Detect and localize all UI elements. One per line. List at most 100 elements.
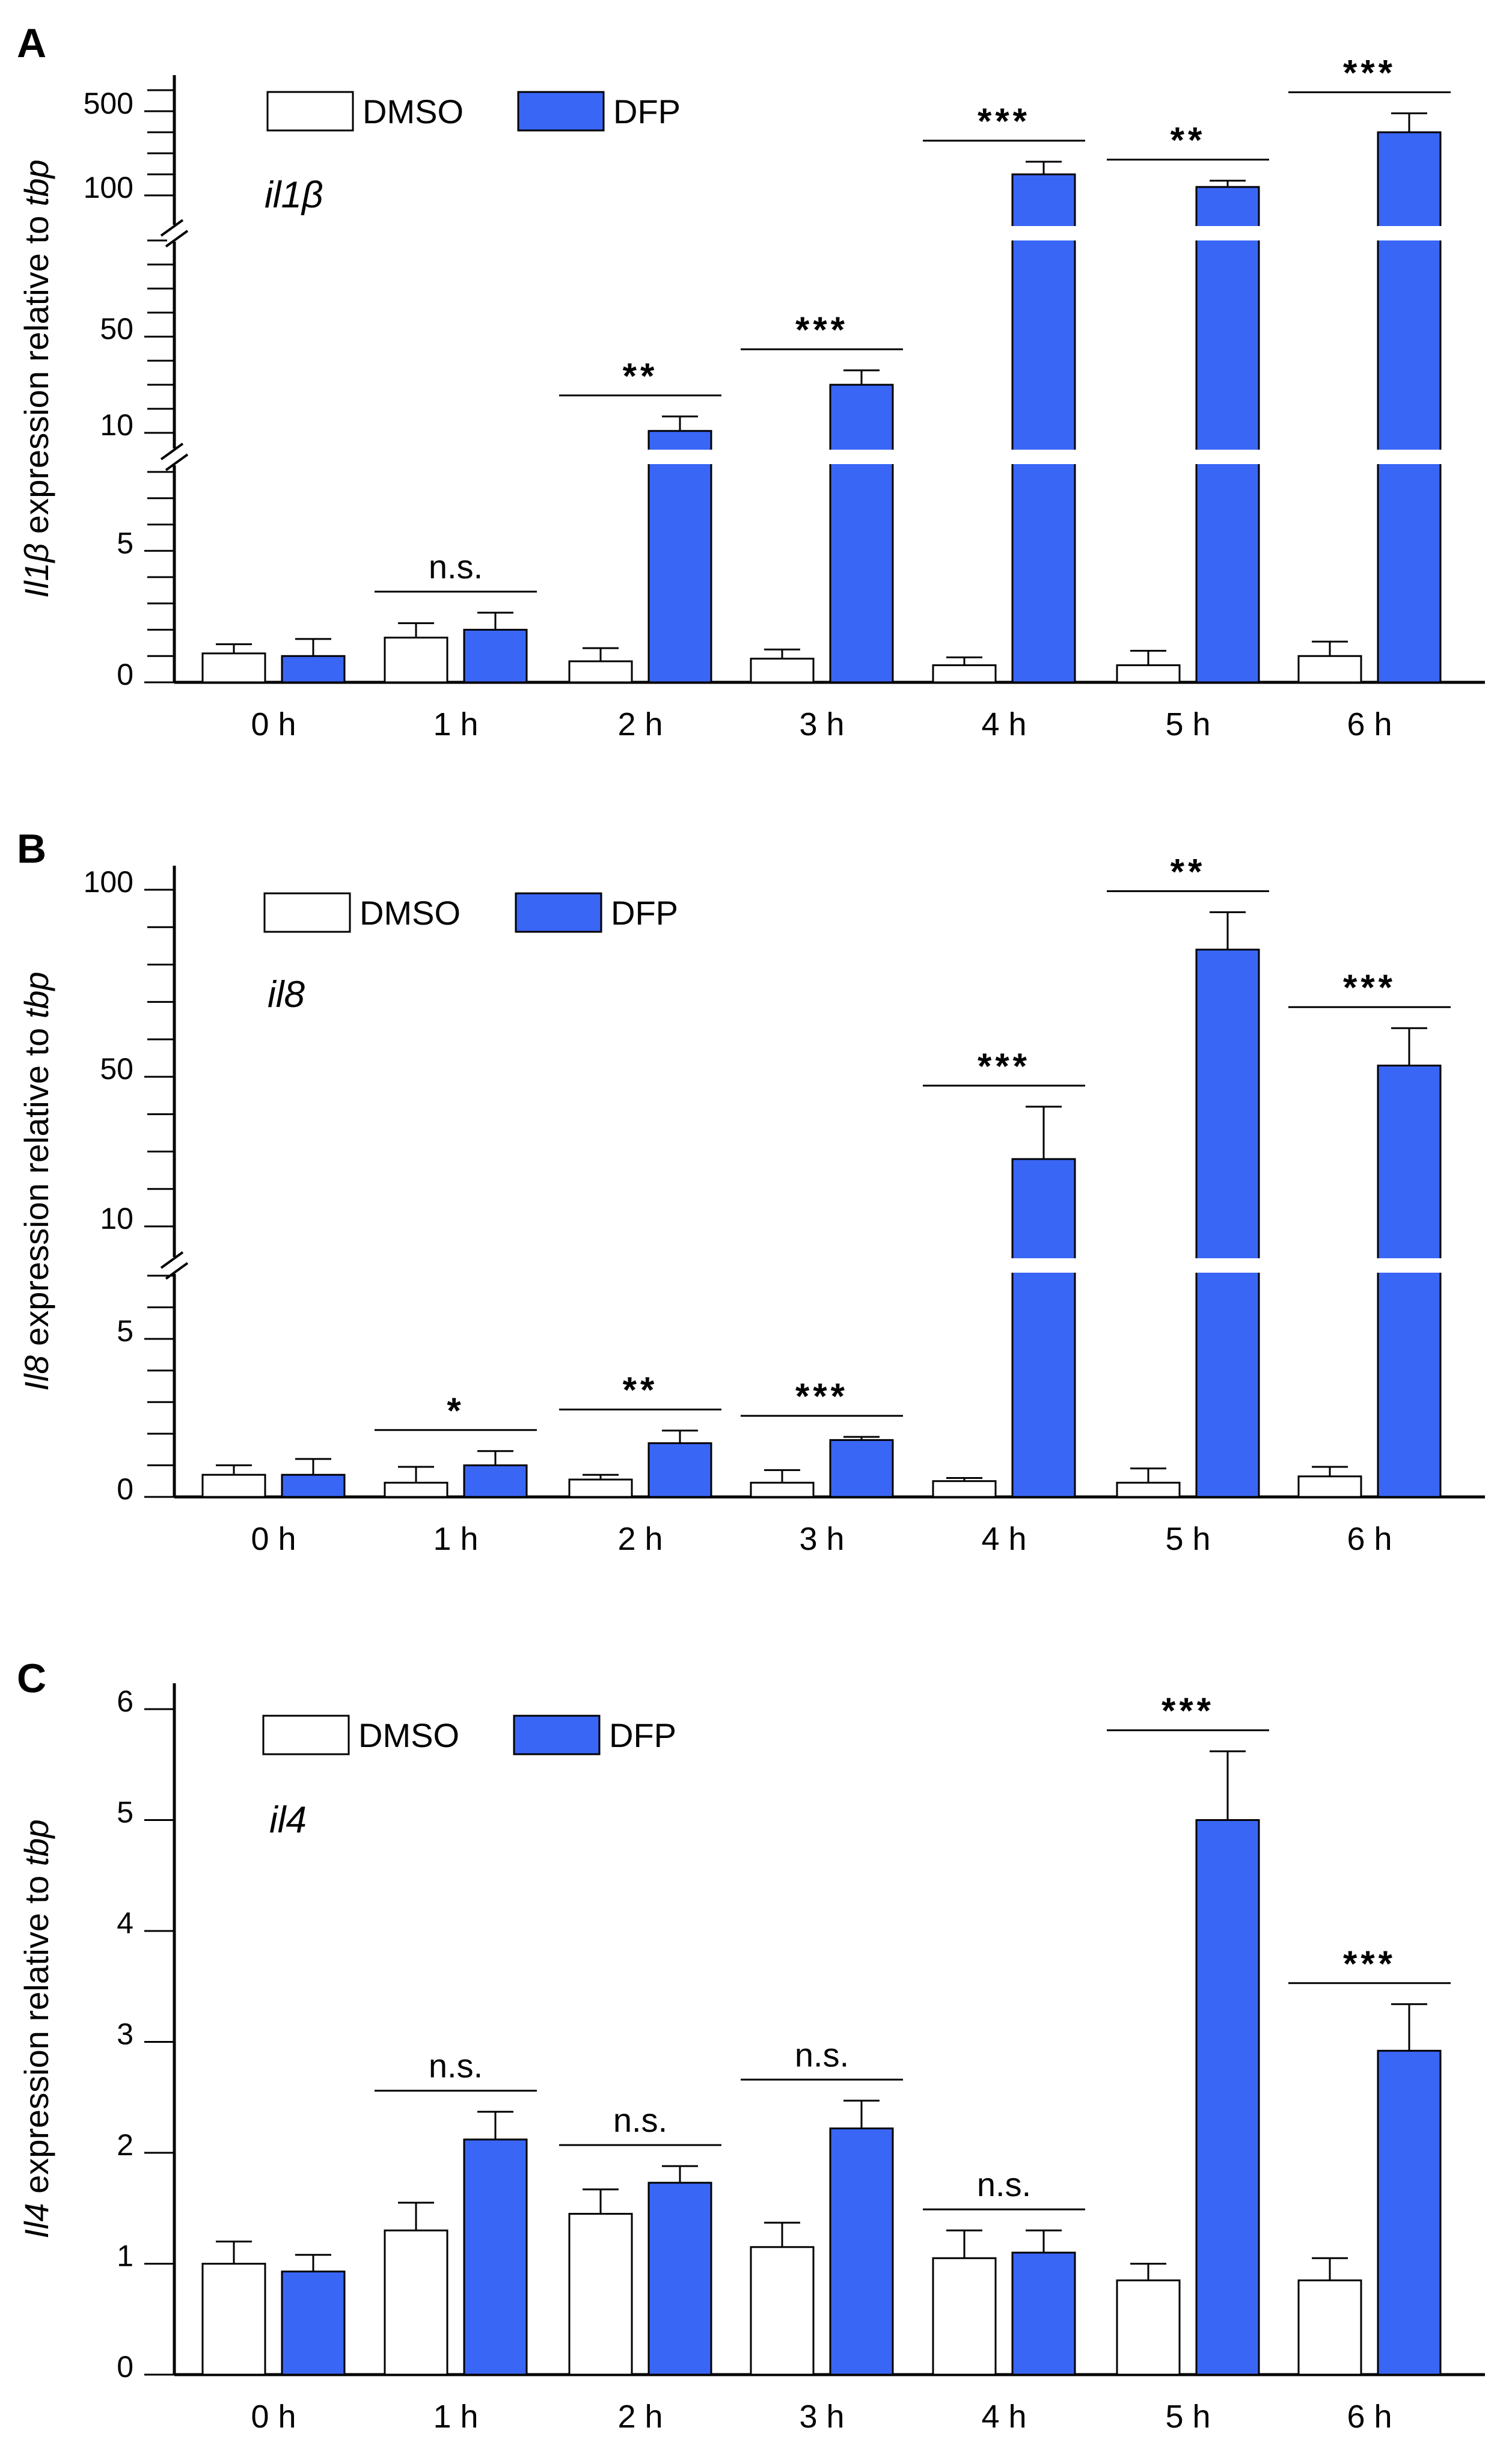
panel-A: A Il1β expression relative to tbp 0 5 10 50 10… <box>17 20 1485 742</box>
axis-break-mark <box>160 1251 184 1269</box>
y-tick-label: 5 <box>117 1314 133 1348</box>
x-tick-label: 2 h <box>617 2399 663 2435</box>
significance-label: *** <box>978 1046 1030 1086</box>
bar-dfp <box>1011 173 1076 684</box>
legend-swatch-dfp <box>515 892 602 933</box>
bar-dmso <box>1116 2279 1181 2376</box>
bar-break-gap <box>1195 450 1260 464</box>
bar-dmso <box>1116 664 1181 684</box>
significance-label: *** <box>1343 1944 1396 1984</box>
bar-break-gap <box>1011 450 1076 464</box>
bar-dfp <box>463 629 528 684</box>
bar-break-gap <box>1377 1258 1442 1273</box>
significance-label: ** <box>623 1370 658 1410</box>
x-tick-label: 0 h <box>251 2399 296 2435</box>
panel-B: B Il8 expression relative to tbp 0 5 10 50 100… <box>17 826 1485 1557</box>
x-tick-label: 3 h <box>799 1521 844 1557</box>
panel-C: C Il4 expression relative to tbp 0 1 2 3 4 5 6 0 … <box>17 1656 1485 2435</box>
x-tick-label: 5 h <box>1165 706 1210 742</box>
bar-dfp <box>647 2182 712 2376</box>
axis-break-mark <box>160 219 184 237</box>
bar-dmso <box>201 652 266 684</box>
x-tick-label: 1 h <box>433 706 478 742</box>
bar-dmso <box>384 637 448 684</box>
significance-label: n.s. <box>429 2047 483 2085</box>
bar-dmso <box>201 2263 266 2376</box>
bar-dmso <box>201 1473 266 1498</box>
bar-dfp <box>281 2270 346 2376</box>
bar-dfp <box>647 1442 712 1498</box>
bar-dmso <box>932 664 997 684</box>
bar-dmso <box>568 2212 633 2376</box>
gene-label: il8 <box>268 974 305 1015</box>
x-tick-label: 6 h <box>1347 1521 1392 1557</box>
y-tick-label: 6 <box>117 1684 133 1718</box>
bar-dmso <box>1297 1475 1362 1498</box>
y-tick-label: 10 <box>100 1202 133 1235</box>
significance-label: n.s. <box>429 548 483 586</box>
bar-dmso <box>568 660 633 684</box>
legend-swatch-dfp <box>513 1715 601 1755</box>
bar-dmso <box>568 1478 633 1498</box>
bar-dmso <box>1297 655 1362 684</box>
bar-break-gap <box>1377 450 1442 464</box>
bar-dfp <box>1377 2049 1442 2376</box>
bar-dfp <box>1377 1064 1442 1498</box>
significance-label: *** <box>1343 53 1396 93</box>
bar-dfp <box>829 1439 894 1498</box>
bar-dmso <box>1297 2279 1362 2376</box>
legend-label-dfp: DFP <box>613 93 681 130</box>
x-tick-label: 6 h <box>1347 706 1392 742</box>
axis-break-mark <box>165 453 189 471</box>
bar-dfp <box>1011 1158 1076 1498</box>
legend-label-dfp: DFP <box>609 1716 676 1754</box>
gene-label: il1β <box>265 174 323 216</box>
y-axis-label: Il1β expression relative to tbp <box>17 159 55 598</box>
x-tick-label: 5 h <box>1165 2399 1210 2435</box>
bar-dfp <box>463 1464 528 1498</box>
y-tick-label: 100 <box>84 865 133 899</box>
x-tick-label: 3 h <box>799 2399 844 2435</box>
x-tick-label: 4 h <box>981 1521 1026 1557</box>
bar-dfp <box>647 430 712 684</box>
y-axis-label: Il4 expression relative to tbp <box>17 1819 55 2238</box>
x-tick-label: 5 h <box>1165 1521 1210 1557</box>
legend-label-dmso: DMSO <box>358 1716 459 1754</box>
y-tick-label: 2 <box>117 2128 133 2162</box>
axis-break-gap <box>167 225 182 242</box>
x-tick-label: 0 h <box>251 706 296 742</box>
x-tick-label: 1 h <box>433 2399 478 2435</box>
significance-label: n.s. <box>795 2036 849 2073</box>
y-tick-label: 0 <box>117 658 133 691</box>
x-tick-label: 4 h <box>981 2399 1026 2435</box>
significance-label: *** <box>795 1376 848 1416</box>
bar-break-gap <box>1195 1258 1260 1273</box>
y-tick-label: 10 <box>100 408 133 442</box>
y-tick-label: 50 <box>100 1052 133 1086</box>
bar-dfp <box>1195 949 1260 1498</box>
bar-break-gap <box>647 450 712 464</box>
legend-swatch-dfp <box>517 91 605 132</box>
y-tick-label: 100 <box>84 171 133 204</box>
bar-break-gap <box>1377 226 1442 240</box>
x-tick-label: 4 h <box>981 706 1026 742</box>
y-tick-label: 500 <box>84 87 133 120</box>
panel-letter: B <box>17 826 46 872</box>
x-tick-label: 3 h <box>799 706 844 742</box>
bar-break-gap <box>1011 1258 1076 1273</box>
y-tick-label: 50 <box>100 312 133 346</box>
y-tick-label: 5 <box>117 1796 133 1829</box>
legend-label-dmso: DMSO <box>363 93 464 130</box>
gene-label: il4 <box>269 1799 307 1841</box>
bar-dmso <box>1116 1481 1181 1498</box>
axis-break-mark <box>165 230 189 248</box>
axis-break-gap <box>167 448 182 465</box>
bar-dfp <box>281 1473 346 1498</box>
y-tick-label: 5 <box>117 526 133 560</box>
significance-label: *** <box>1343 967 1396 1008</box>
bar-dfp <box>829 384 894 684</box>
bar-dmso <box>932 1480 997 1498</box>
panel-letter: A <box>17 20 46 66</box>
significance-label: ** <box>1171 851 1206 892</box>
